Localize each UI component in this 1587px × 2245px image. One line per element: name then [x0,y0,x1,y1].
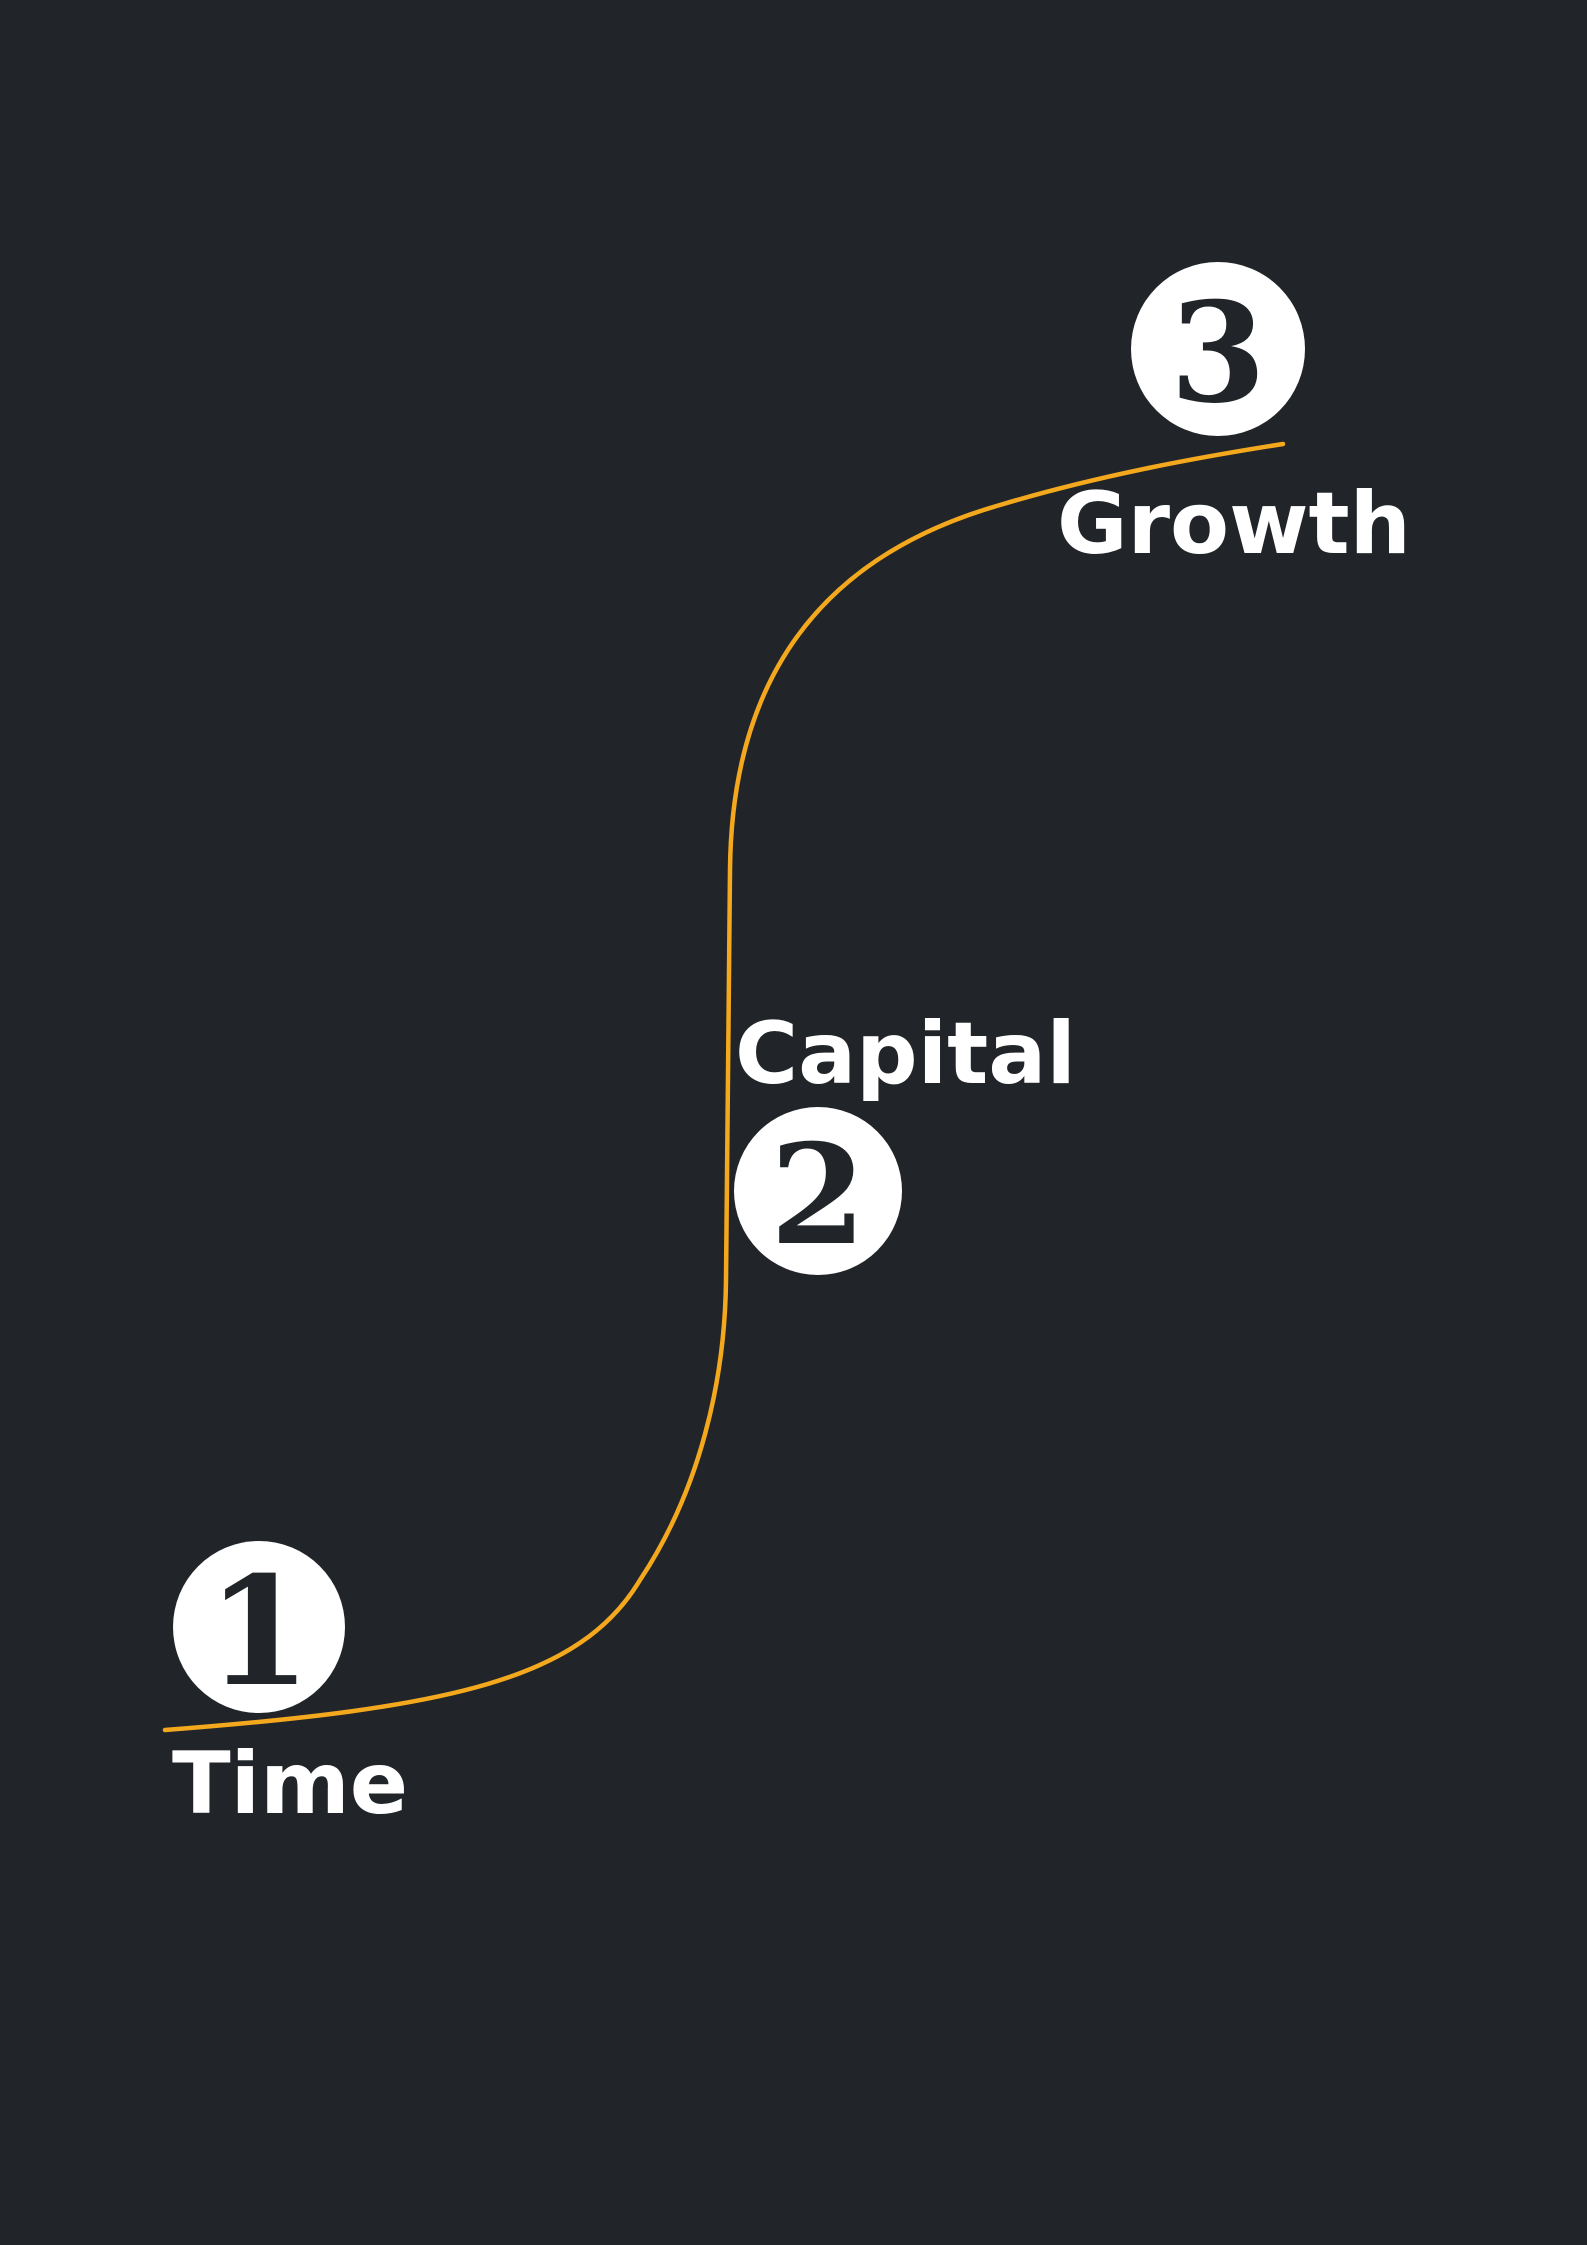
growth-curve [162,441,1286,1733]
stage-3-label: Growth [1057,474,1411,574]
stage-2-badge [734,1107,902,1275]
stage-2: Capital 2 [734,1004,1076,1276]
stage-1-label: Time [172,1734,408,1834]
stage-2-number: 2 [770,1113,866,1276]
stage-1-number: 1 [207,1544,311,1720]
stage-1-badge [173,1541,345,1713]
stage-1: 1 Time [172,1541,408,1834]
stage-3: 3 Growth [1057,262,1411,574]
stage-2-label: Capital [735,1004,1076,1104]
stage-3-badge [1131,262,1305,436]
stage-3-number: 3 [1170,271,1266,434]
